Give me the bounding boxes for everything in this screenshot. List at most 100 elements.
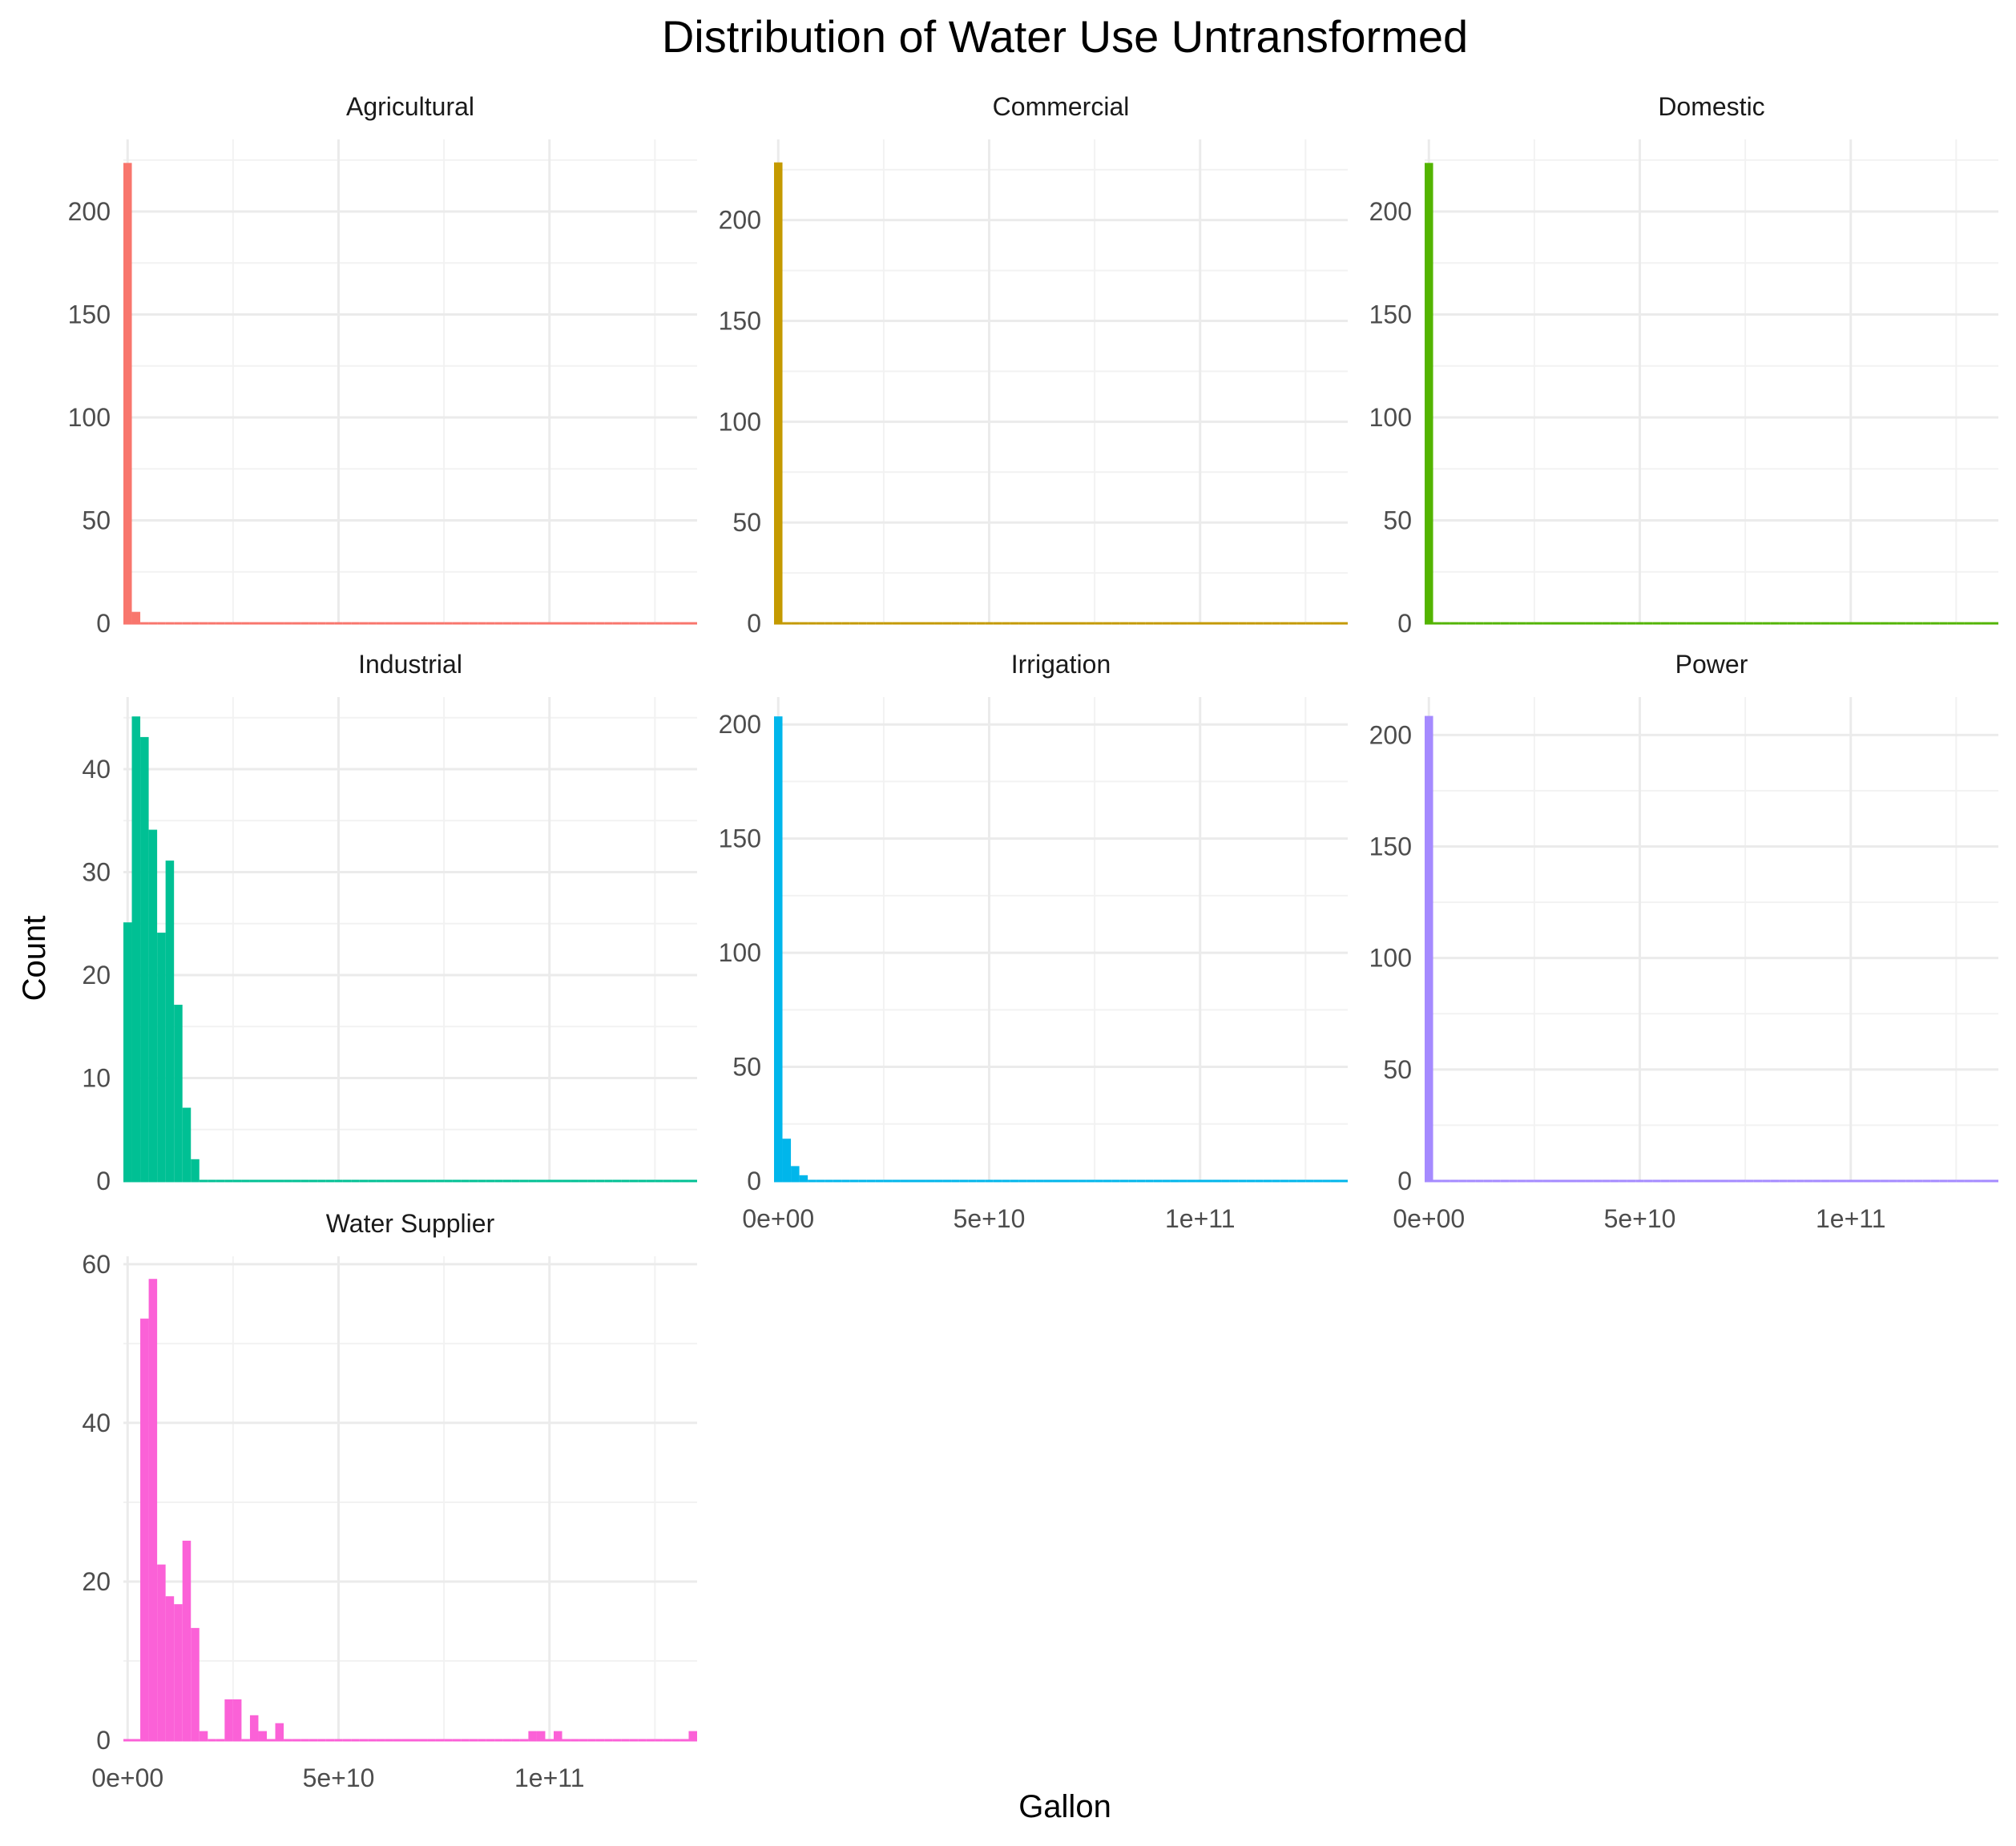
histogram-bar <box>1812 622 1821 625</box>
facet-panel-commercial: Commercial 0 50 100 150 200 <box>719 92 1348 638</box>
histogram-bar <box>486 1739 495 1742</box>
x-tick-label: 5e+10 <box>303 1763 375 1792</box>
histogram-bar <box>308 1179 318 1183</box>
histogram-bar <box>833 622 842 625</box>
histogram-bar <box>1897 1179 1906 1183</box>
histogram-bar <box>1635 1179 1644 1183</box>
histogram-bar <box>191 622 200 625</box>
histogram-bar <box>1330 1179 1340 1183</box>
histogram-bar <box>1703 1179 1712 1183</box>
histogram-bar <box>208 1179 216 1183</box>
histogram-bar <box>858 622 867 625</box>
histogram-bar <box>1280 622 1289 625</box>
histogram-bar <box>1322 1179 1331 1183</box>
histogram-bar <box>461 1739 470 1742</box>
histogram-bar <box>883 622 893 625</box>
histogram-bar <box>182 1540 192 1742</box>
histogram-bar <box>1170 622 1179 625</box>
histogram-bar <box>925 622 935 625</box>
y-tick-label: 150 <box>719 824 761 853</box>
histogram-bar <box>511 622 520 625</box>
histogram-bar <box>444 1739 453 1742</box>
histogram-bar <box>1981 622 1990 625</box>
histogram-bar <box>942 1179 952 1183</box>
x-tick-label: 1e+11 <box>1816 1204 1886 1233</box>
histogram-bar <box>849 622 859 625</box>
histogram-bar <box>1964 1179 1974 1183</box>
histogram-bar <box>646 1179 655 1183</box>
histogram-bar <box>655 1179 663 1183</box>
histogram-bar <box>1153 1179 1163 1183</box>
facet-panel-agricultural: Agricultural 0 50 100 150 200 <box>68 92 697 638</box>
histogram-bar <box>679 622 689 625</box>
histogram-bar <box>1652 622 1661 625</box>
histogram-bar <box>545 1179 554 1183</box>
histogram-bar <box>1212 1179 1222 1183</box>
histogram-bar <box>393 622 402 625</box>
histogram-bar <box>435 622 445 625</box>
histogram-bar <box>774 162 783 625</box>
histogram-bar <box>418 1739 428 1742</box>
histogram-bar <box>1086 622 1095 625</box>
histogram-bar <box>1753 622 1763 625</box>
histogram-bar <box>688 1179 697 1183</box>
histogram-bar <box>782 1139 792 1183</box>
histogram-bar <box>478 1739 486 1742</box>
histogram-bar <box>663 1739 672 1742</box>
facet-strip-label: Commercial <box>993 92 1130 121</box>
histogram-bar <box>536 622 546 625</box>
histogram-bar <box>587 1179 596 1183</box>
histogram-bar <box>959 622 969 625</box>
histogram-bar <box>671 622 680 625</box>
histogram-bar <box>182 1107 192 1183</box>
histogram-bar <box>376 622 385 625</box>
facet-strip-label: Irrigation <box>1011 650 1111 679</box>
histogram-bar <box>174 1604 183 1742</box>
histogram-bar <box>791 1166 800 1183</box>
histogram-bar <box>825 622 833 625</box>
histogram-bar <box>1450 1179 1459 1183</box>
histogram-bar <box>554 1179 562 1183</box>
histogram-bar <box>1043 622 1053 625</box>
histogram-bar <box>511 1179 520 1183</box>
histogram-bar <box>519 1179 529 1183</box>
histogram-bar <box>1086 1179 1095 1183</box>
histogram-bar <box>1855 622 1864 625</box>
histogram-bar <box>1305 622 1314 625</box>
histogram-bar <box>1313 622 1323 625</box>
histogram-bar <box>1492 1179 1501 1183</box>
histogram-bar <box>140 622 149 625</box>
histogram-bar <box>1018 1179 1027 1183</box>
histogram-bar <box>123 1739 132 1742</box>
histogram-bar <box>1863 1179 1873 1183</box>
histogram-bar <box>1179 1179 1187 1183</box>
histogram-bar <box>1913 622 1923 625</box>
histogram-bar <box>418 1179 428 1183</box>
histogram-bar <box>325 1179 335 1183</box>
histogram-bar <box>317 1179 326 1183</box>
histogram-bar <box>174 1005 183 1183</box>
histogram-bar <box>410 1179 419 1183</box>
histogram-bar <box>1829 622 1838 625</box>
histogram-bar <box>461 1179 470 1183</box>
histogram-bar <box>224 622 233 625</box>
histogram-bar <box>1550 1179 1560 1183</box>
y-tick-label: 200 <box>719 206 761 235</box>
histogram-bar <box>1728 1179 1737 1183</box>
facet-strip-label: Domestic <box>1658 92 1764 121</box>
histogram-bar <box>1433 622 1442 625</box>
histogram-bar <box>1187 622 1196 625</box>
histogram-bar <box>1762 1179 1771 1183</box>
histogram-bar <box>866 622 876 625</box>
facet-panels: Agricultural050100150200Commercial050100… <box>68 92 1998 1792</box>
histogram-bar <box>1466 1179 1476 1183</box>
histogram-bar <box>334 1179 343 1183</box>
histogram-bar <box>655 622 663 625</box>
histogram-bar <box>1770 622 1780 625</box>
histogram-bar <box>1703 622 1712 625</box>
histogram-bar <box>646 1739 655 1742</box>
histogram-bar <box>300 1179 309 1183</box>
histogram-bar <box>444 622 453 625</box>
histogram-bar <box>562 1179 571 1183</box>
histogram-bar <box>1255 622 1264 625</box>
